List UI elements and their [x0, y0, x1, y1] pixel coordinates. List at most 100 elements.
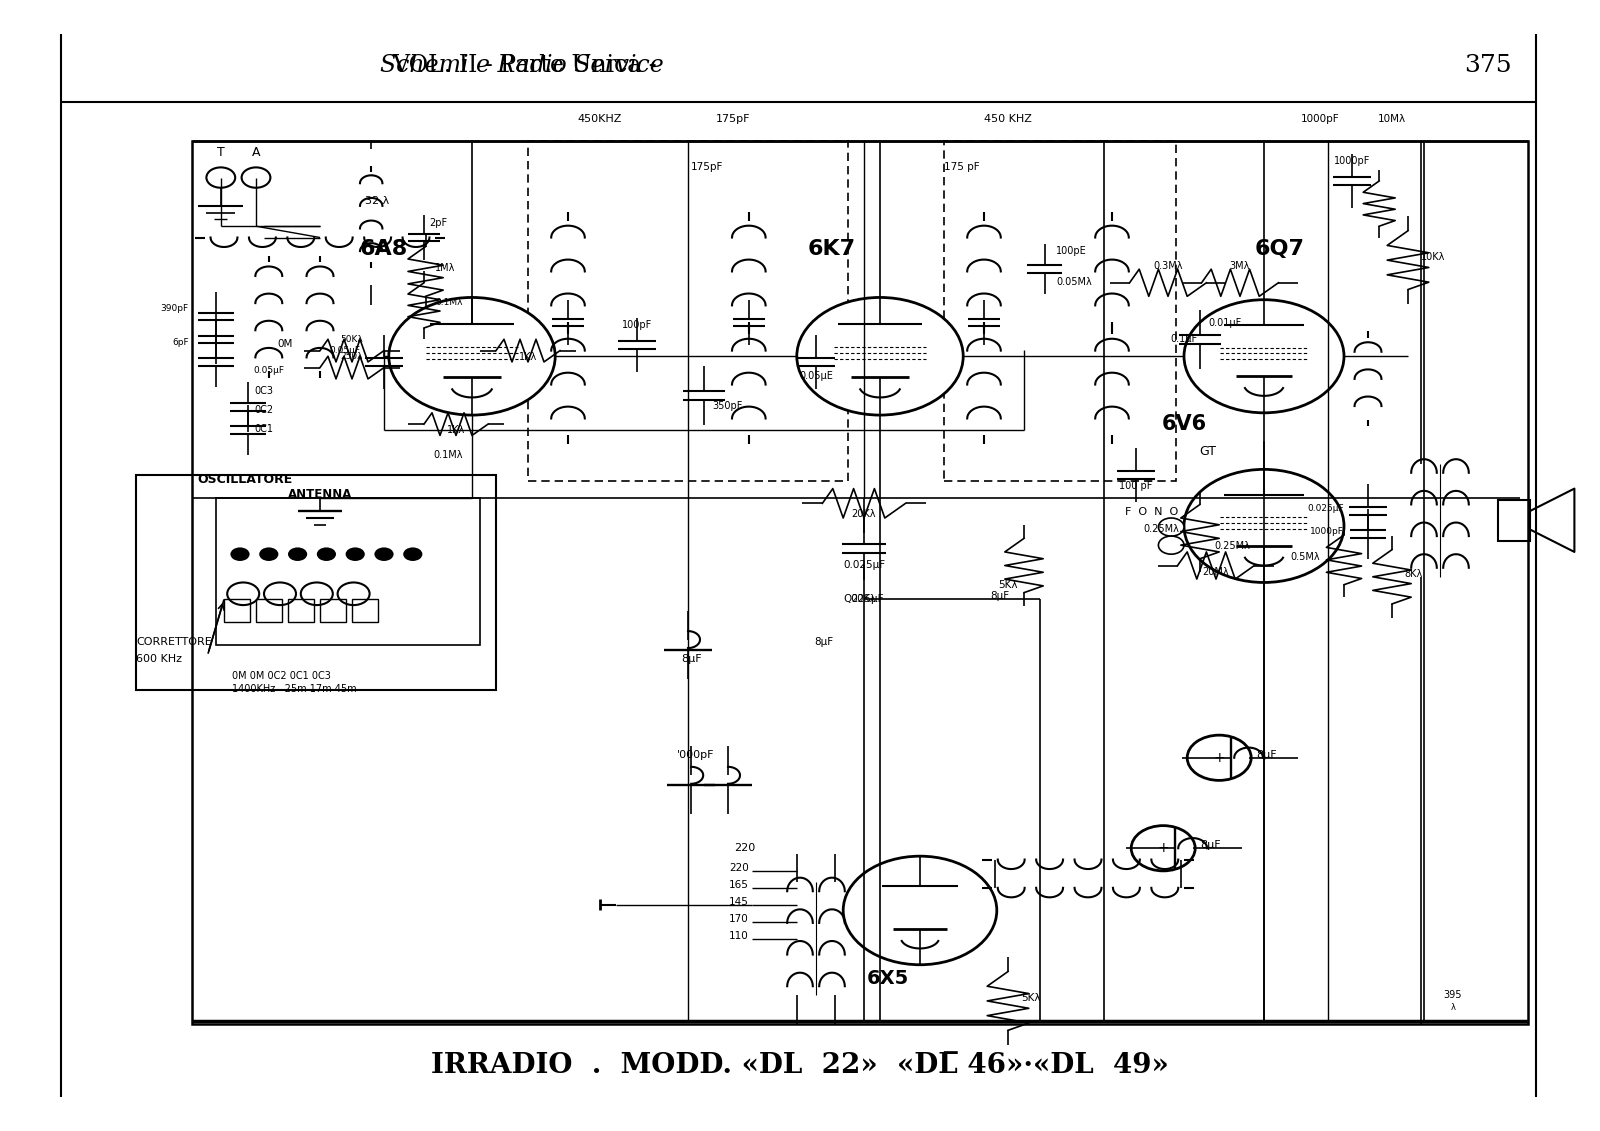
Text: 100pF: 100pF: [622, 320, 651, 330]
Text: 250λ: 250λ: [341, 352, 363, 361]
Text: 1000pF: 1000pF: [1334, 156, 1370, 166]
Text: 8μF: 8μF: [1200, 840, 1221, 851]
Text: OSCILLATORE: OSCILLATORE: [197, 473, 293, 486]
Text: F  O  N  O: F O N O: [1125, 507, 1179, 517]
Text: 110: 110: [730, 931, 749, 941]
Text: 100 pF: 100 pF: [1120, 481, 1152, 491]
Text: 0.25Mλ: 0.25Mλ: [1144, 524, 1179, 534]
Text: 3Mλ: 3Mλ: [1230, 261, 1250, 271]
Text: 175pF: 175pF: [715, 114, 750, 124]
Bar: [1498, 500, 1530, 541]
Text: Q025μF: Q025μF: [843, 594, 885, 604]
Text: 0.3Mλ: 0.3Mλ: [1154, 261, 1182, 271]
Circle shape: [1184, 469, 1344, 582]
Circle shape: [288, 547, 307, 561]
Circle shape: [843, 856, 997, 965]
Text: GT: GT: [1200, 444, 1216, 458]
Text: '000pF: '000pF: [677, 750, 715, 760]
Text: 0.1Mλ: 0.1Mλ: [435, 299, 462, 308]
Text: 6V6: 6V6: [1162, 414, 1206, 434]
Text: 1Kλ: 1Kλ: [518, 352, 538, 362]
Circle shape: [1158, 536, 1184, 554]
Text: 220: 220: [734, 843, 755, 853]
Text: 0M 0M 0C2 0C1 0C3: 0M 0M 0C2 0C1 0C3: [232, 671, 331, 681]
Text: 220: 220: [730, 863, 749, 873]
Bar: [192, 141, 1528, 1024]
Text: 6X5: 6X5: [867, 969, 909, 988]
Circle shape: [227, 582, 259, 605]
Text: 170: 170: [730, 914, 749, 924]
Circle shape: [389, 297, 555, 415]
Bar: [256, 599, 282, 622]
Text: 0C2: 0C2: [254, 405, 274, 415]
Text: ANTENNA: ANTENNA: [288, 487, 352, 501]
Circle shape: [301, 582, 333, 605]
Circle shape: [346, 547, 365, 561]
Circle shape: [797, 297, 963, 415]
Text: 6pF: 6pF: [173, 338, 189, 347]
Text: 0.25Mλ: 0.25Mλ: [1214, 541, 1250, 551]
Text: 1000pF: 1000pF: [1310, 527, 1344, 536]
Text: 6K7: 6K7: [808, 239, 856, 259]
Circle shape: [1184, 300, 1344, 413]
Circle shape: [264, 582, 296, 605]
Text: 0.05μF: 0.05μF: [330, 346, 360, 355]
Text: 1Mλ: 1Mλ: [435, 264, 456, 274]
Text: 8μF: 8μF: [682, 654, 701, 664]
Bar: [136, 475, 496, 690]
Bar: [288, 599, 314, 622]
Text: λ: λ: [1450, 1003, 1456, 1012]
Text: 1400KHz   25m 17m 45m: 1400KHz 25m 17m 45m: [232, 684, 357, 694]
Text: IRRADIO  .  MODD. «DL  22»  «DL̅ 46»·«DL  49»: IRRADIO . MODD. «DL 22» «DL̅ 46»·«DL 49»: [430, 1052, 1170, 1079]
Text: 2pF: 2pF: [429, 218, 446, 228]
Circle shape: [230, 547, 250, 561]
Text: 8Kλ: 8Kλ: [1405, 569, 1422, 579]
Text: 0.1Mλ: 0.1Mλ: [434, 450, 462, 460]
Text: 20Kλ: 20Kλ: [851, 594, 877, 604]
Text: 20Kλ: 20Kλ: [851, 509, 877, 519]
Text: 8μF: 8μF: [1256, 750, 1277, 760]
Text: 0.1μF: 0.1μF: [1171, 334, 1197, 344]
Bar: [216, 498, 480, 645]
Circle shape: [1131, 826, 1195, 871]
Circle shape: [1158, 518, 1184, 536]
Text: +: +: [1157, 841, 1170, 855]
Circle shape: [1187, 735, 1251, 780]
Text: 350pF: 350pF: [712, 402, 742, 412]
Circle shape: [206, 167, 235, 188]
Text: 600 KHz: 600 KHz: [136, 654, 182, 664]
Text: 0.025μF: 0.025μF: [1307, 504, 1344, 513]
Text: 50Kλ: 50Kλ: [341, 335, 363, 344]
Text: 0.5Mλ: 0.5Mλ: [1290, 552, 1320, 562]
Circle shape: [403, 547, 422, 561]
Circle shape: [317, 547, 336, 561]
Bar: [320, 599, 346, 622]
Text: A: A: [251, 146, 261, 159]
Text: 450KHZ: 450KHZ: [578, 114, 622, 124]
Circle shape: [259, 547, 278, 561]
Text: 145: 145: [730, 897, 749, 907]
Text: 8μF: 8μF: [814, 637, 834, 647]
Text: 5Kλ: 5Kλ: [998, 580, 1018, 590]
Text: 375: 375: [1464, 54, 1512, 77]
Circle shape: [374, 547, 394, 561]
Circle shape: [338, 582, 370, 605]
Text: 20Mλ: 20Mλ: [1203, 567, 1229, 577]
Bar: [224, 599, 250, 622]
Text: 6A8: 6A8: [360, 239, 408, 259]
Text: 0.05μE: 0.05μE: [798, 371, 834, 381]
Text: Schemi e Radio Service: Schemi e Radio Service: [186, 54, 664, 77]
Text: +: +: [1213, 751, 1226, 765]
Text: 5Kλ: 5Kλ: [1021, 993, 1040, 1003]
Text: 0.05μF: 0.05μF: [253, 366, 285, 375]
Text: CORRETTORE: CORRETTORE: [136, 637, 211, 647]
Text: 10Kλ: 10Kλ: [1421, 252, 1445, 262]
Text: 165: 165: [730, 880, 749, 890]
Text: 1Kλ: 1Kλ: [446, 425, 466, 435]
Text: 175 pF: 175 pF: [944, 162, 979, 172]
Text: VOL. II - Parte Unica -: VOL. II - Parte Unica -: [392, 54, 664, 77]
Bar: [352, 599, 378, 622]
Text: T: T: [218, 146, 224, 159]
Text: 1000pF: 1000pF: [1301, 114, 1339, 124]
Bar: [528, 141, 848, 481]
